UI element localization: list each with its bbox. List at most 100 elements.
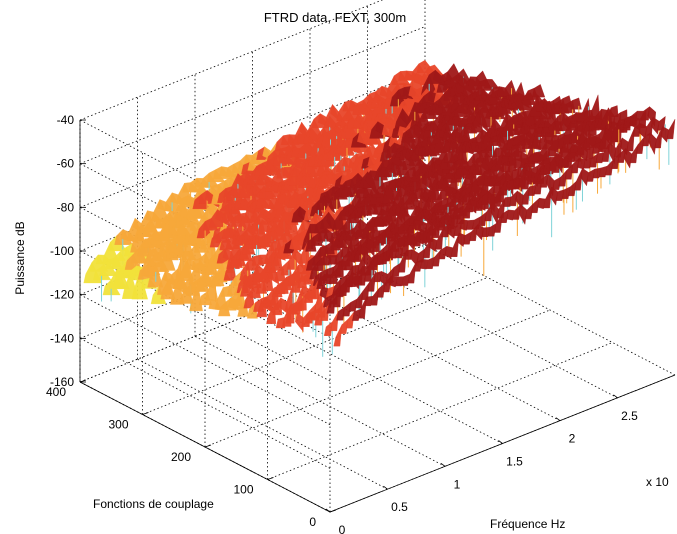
surface-cell (369, 255, 379, 271)
surface-cell (297, 293, 307, 311)
grid-line (267, 342, 613, 480)
surface-cell (332, 286, 342, 308)
surface-cell (641, 132, 651, 147)
surface-cell (580, 167, 589, 187)
grid-line (424, 244, 676, 376)
surface-cell (303, 289, 313, 303)
surface-cell (604, 159, 614, 176)
surface-cell (648, 132, 657, 155)
grid-line (309, 290, 561, 422)
y-tick (79, 379, 87, 383)
surface-cell (617, 148, 626, 163)
surface-cell (666, 119, 676, 140)
surface-cell (235, 244, 250, 260)
surface-cell (338, 277, 348, 296)
z-tick-label: -80 (57, 200, 75, 214)
surface-cell (554, 152, 564, 174)
z-tick-label: -160 (50, 375, 74, 389)
surface-cell (314, 311, 323, 326)
surface-cell (441, 223, 450, 238)
x-tick-label: 1 (454, 477, 461, 491)
surface-cell (629, 144, 639, 164)
surface-cell (500, 209, 509, 223)
surface-trace (323, 115, 666, 355)
surface-cell (462, 198, 471, 219)
grid-line (79, 337, 331, 469)
surface-cell (330, 311, 339, 332)
surface-cell (517, 169, 527, 188)
x-tick-label: 1.5 (506, 455, 523, 469)
y-tick (142, 412, 149, 415)
surface-cell (336, 306, 345, 321)
grid-line (79, 26, 426, 165)
surface-cell (428, 237, 438, 252)
surface-cell (469, 223, 478, 241)
x-axis-label: Fréquence Hz (490, 517, 565, 531)
surface-cell (468, 198, 478, 214)
surface-cell (242, 239, 256, 255)
surface-cell (364, 296, 374, 307)
surface-cell (511, 178, 521, 190)
grid-line (79, 0, 384, 121)
x-exponent-label: x 10 (646, 475, 669, 489)
surface-cell (558, 169, 567, 187)
surface-cell (389, 275, 398, 288)
y-tick-label: 200 (171, 450, 191, 464)
surface-cell (456, 232, 466, 248)
grid-line (137, 358, 388, 490)
surface-cell (570, 97, 582, 110)
surface-cell (211, 271, 225, 287)
surface-trace (333, 119, 676, 347)
x-tick-label: 2.5 (621, 409, 638, 423)
surface-cell (373, 271, 382, 283)
surface-cell (589, 153, 598, 168)
surface-cell (367, 272, 376, 292)
surface-cell (444, 246, 454, 259)
z-tick-label: -60 (57, 157, 75, 171)
surface-cell (533, 177, 543, 195)
surface-cell (404, 249, 413, 260)
surface-cell (395, 276, 404, 287)
surface-cell (394, 246, 404, 259)
surface-cell (320, 303, 330, 321)
y-tick-label: 400 (46, 385, 66, 399)
y-tick (267, 477, 274, 480)
surface-cell (345, 310, 355, 329)
surface-cell (358, 296, 367, 319)
surface-plot (83, 59, 676, 357)
x-tick-label: 0 (339, 523, 346, 534)
surface-cell (575, 121, 585, 137)
surface-cell (322, 274, 332, 285)
surface-cell (524, 203, 534, 220)
surface-cell (370, 287, 380, 306)
surface-cell (285, 304, 295, 324)
surface-cell (382, 275, 392, 293)
surface-cell (539, 173, 549, 188)
grid-line (204, 309, 551, 448)
surface-cell (537, 197, 546, 209)
x-tick (325, 508, 331, 513)
surface-cell (626, 127, 635, 152)
grid-line (142, 277, 488, 415)
surface-cell (611, 153, 620, 169)
surface-cell (635, 136, 645, 154)
surface-cell (291, 300, 301, 315)
surface-cell (598, 165, 608, 178)
surface-cell (601, 141, 611, 162)
surface-cell (512, 203, 522, 220)
surface-cell (586, 168, 596, 182)
surface-cell (543, 187, 552, 209)
grid-line (79, 294, 331, 426)
surface-cell (432, 249, 441, 267)
y-axis-label: Fonctions de couplage (93, 497, 214, 511)
surface-cell (422, 238, 432, 259)
surface-cell (487, 223, 497, 237)
surface-cell (481, 227, 491, 237)
grid-line (252, 313, 503, 444)
surface-cell (592, 167, 602, 179)
surface-cell (412, 228, 422, 247)
y-tick (204, 444, 212, 448)
surface-cell (524, 170, 533, 183)
surface-cell (375, 251, 385, 265)
x-tick (498, 440, 503, 444)
